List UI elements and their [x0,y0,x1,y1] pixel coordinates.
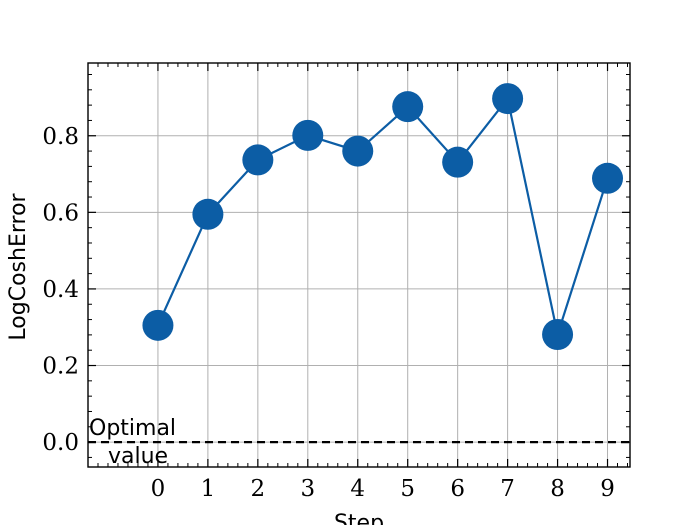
data-point [442,146,474,178]
y-tick-label: 0.0 [42,430,79,456]
y-axis-label: LogCoshError [6,192,31,340]
x-tick-label: 5 [400,476,415,502]
data-point [592,162,624,194]
series-line [156,96,609,339]
optimal-annotation-line2: value [108,444,168,469]
data-point [342,135,374,167]
grid [88,63,630,467]
data-point [392,91,424,123]
x-tick-label: 1 [201,476,216,502]
x-tick-label: 2 [251,476,266,502]
x-tick-label: 8 [550,476,565,502]
data-point [192,198,224,230]
x-tick-label: 7 [500,476,515,502]
x-tick-label: 3 [300,476,315,502]
plot-frame [87,62,631,468]
optimal-annotation-line1: Optimal [89,416,176,441]
ticks [88,63,630,467]
y-tick-label: 0.4 [42,277,79,303]
data-point [292,119,324,151]
y-tick-label: 0.8 [42,124,79,150]
x-tick-label: 6 [450,476,465,502]
y-tick-label: 0.6 [42,200,79,226]
series-group [142,83,624,351]
data-point [142,309,174,341]
data-point [542,319,574,351]
data-point [242,144,274,176]
tick-labels: 0 1 2 3 4 5 6 7 8 9 0.0 0.2 0.4 0.6 0.8 [42,124,614,502]
x-axis-label: Step [334,511,384,525]
x-tick-label: 0 [151,476,166,502]
x-tick-label: 4 [350,476,365,502]
y-tick-label: 0.2 [42,354,79,380]
x-tick-label: 9 [600,476,615,502]
data-point [492,83,524,115]
